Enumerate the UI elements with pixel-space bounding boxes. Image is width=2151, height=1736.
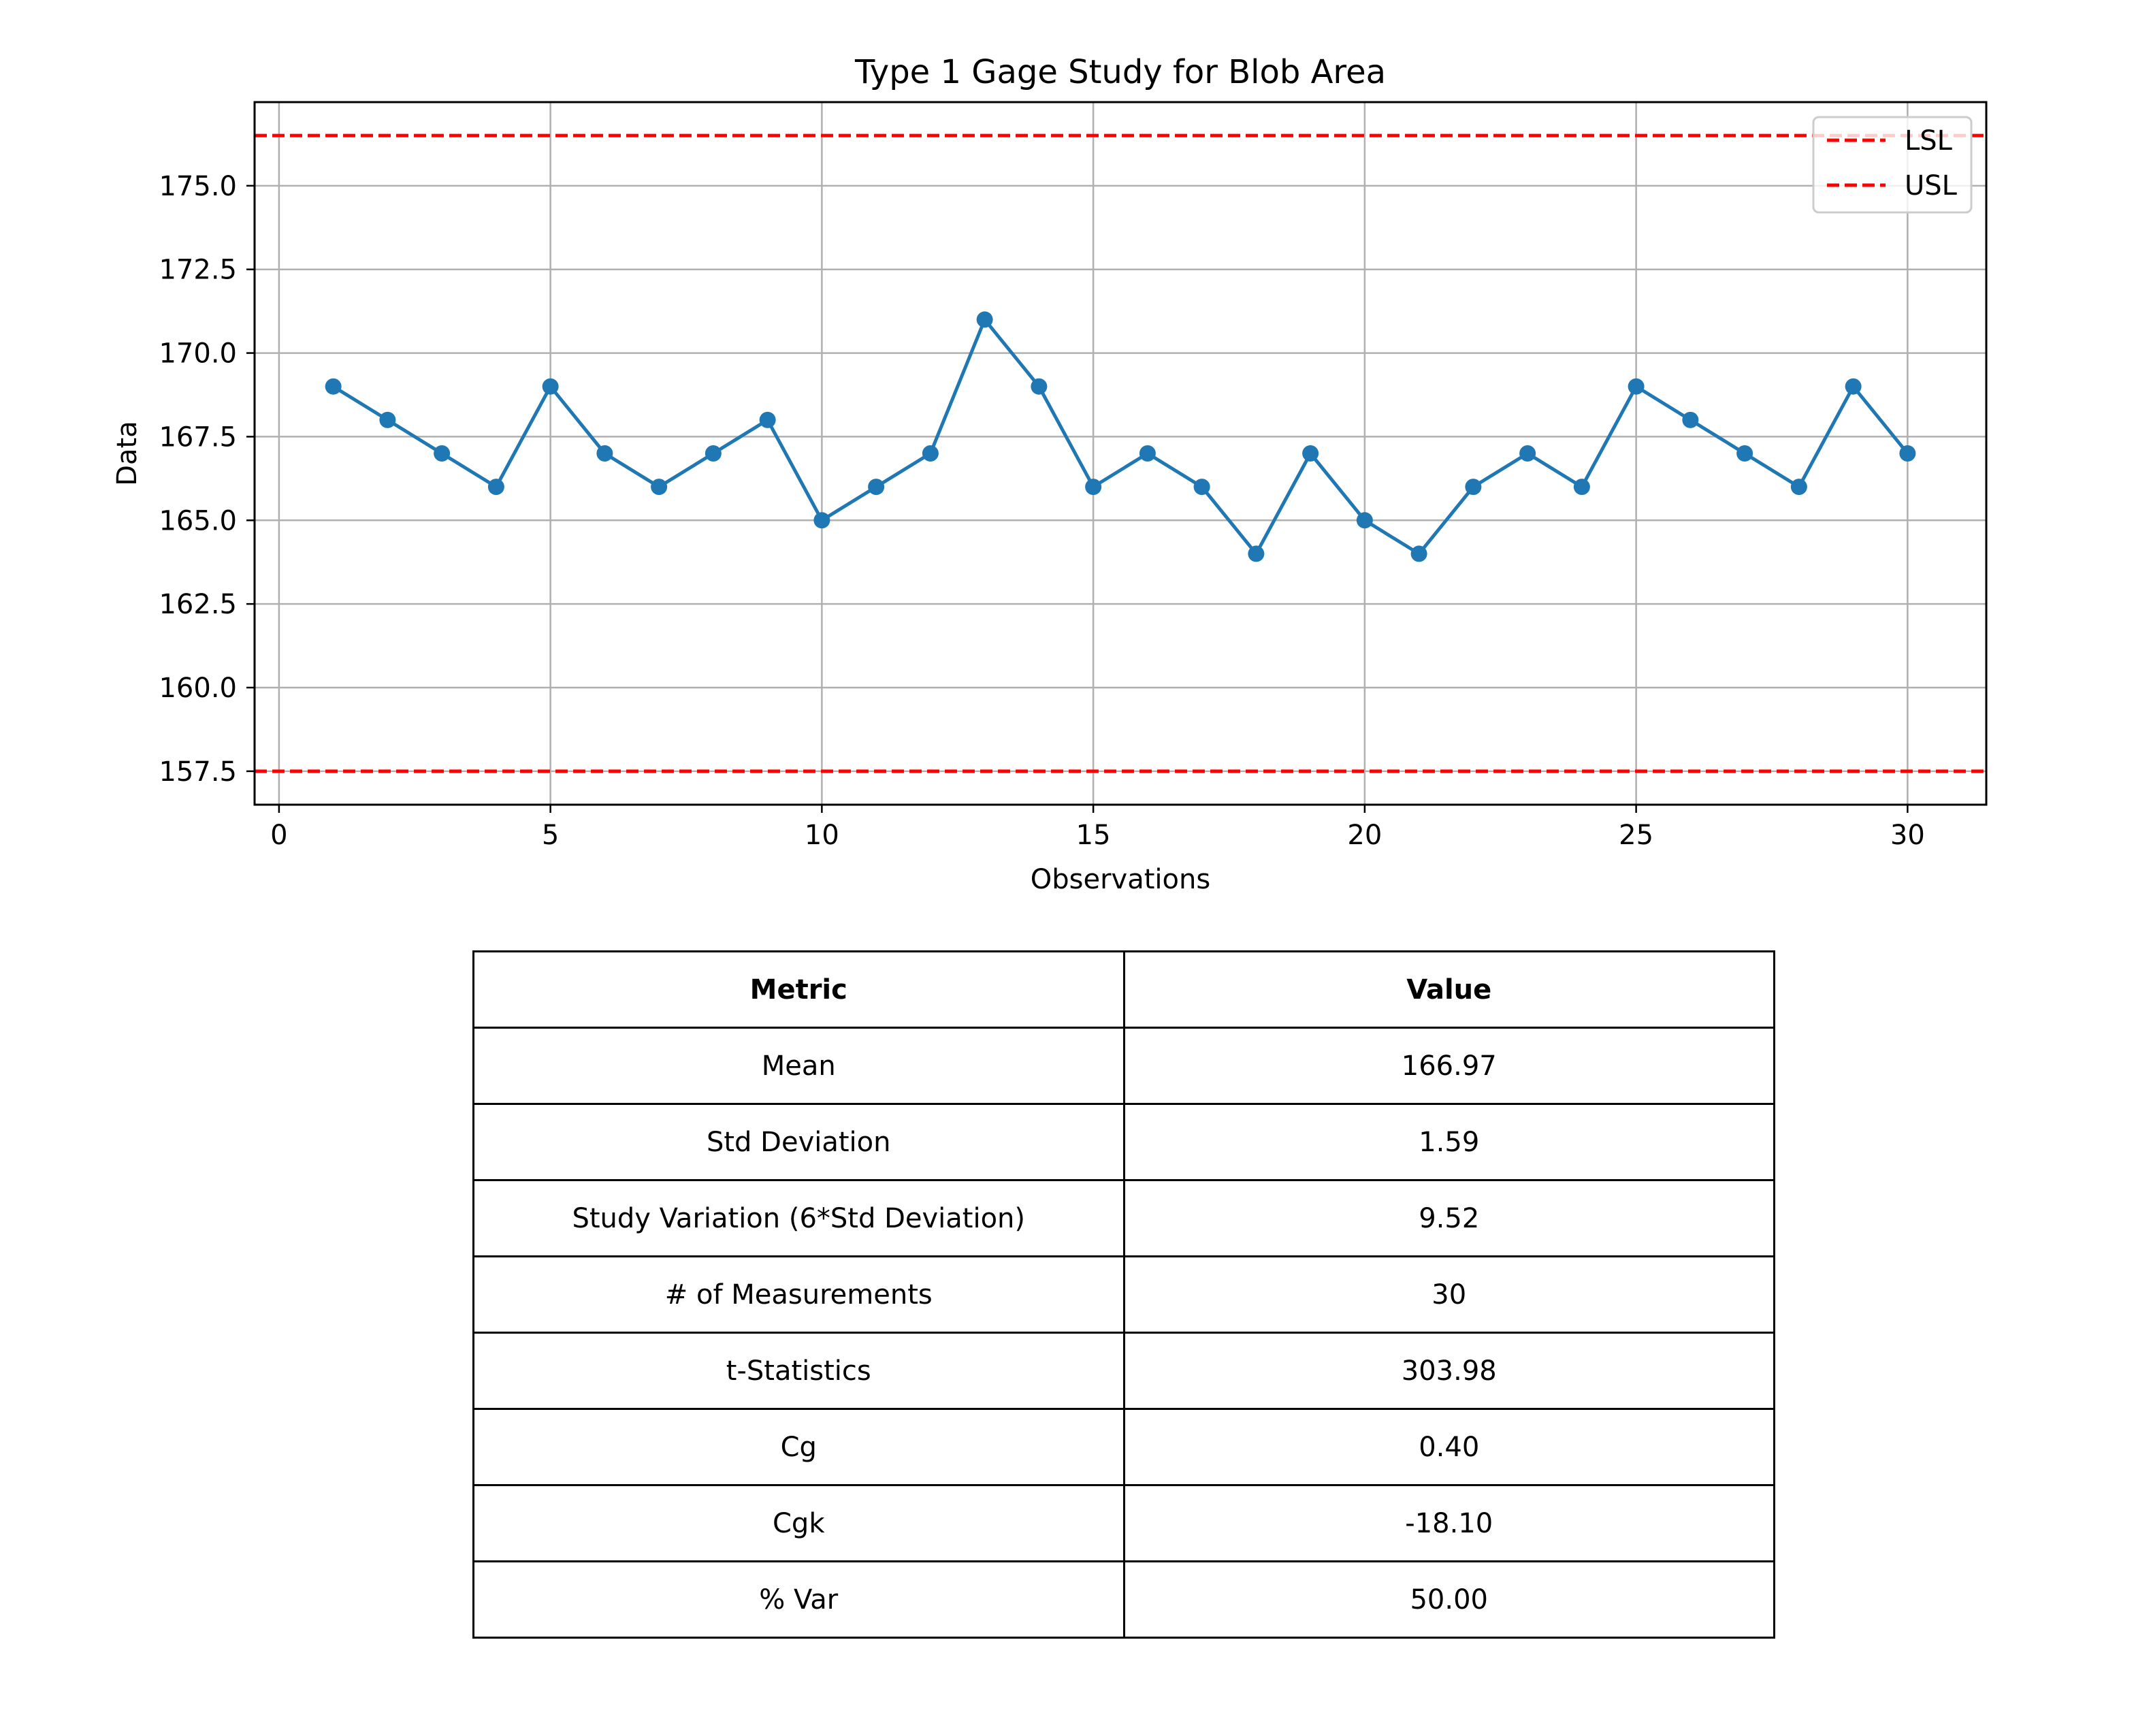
x-tick-label: 30 (1890, 820, 1925, 851)
data-point (705, 445, 722, 462)
series-line (332, 317, 1909, 556)
x-tick-label: 0 (270, 820, 287, 851)
data-points (325, 311, 1916, 562)
y-tick-label: 170.0 (159, 338, 237, 370)
y-tick-label: 167.5 (159, 421, 237, 453)
x-tick-label: 10 (805, 820, 839, 851)
data-point (1573, 479, 1590, 496)
table-row: Study Variation (6*Std Deviation) 9.52 (472, 1179, 1775, 1257)
data-point (1410, 545, 1427, 562)
data-point (379, 411, 396, 428)
data-point (487, 479, 504, 496)
y-tick-label: 157.5 (159, 756, 237, 788)
data-point (868, 479, 885, 496)
y-ticks: 157.5 160.0 162.5 165.0 167.5 170.0 172.5 175.0 (159, 171, 255, 788)
metric-cell: Mean (472, 1027, 1125, 1105)
grid-lines (255, 102, 1986, 805)
y-tick-label: 160.0 (159, 673, 237, 704)
y-axis-label: Data (112, 421, 143, 486)
table-row: # of Measurements 30 (472, 1255, 1775, 1334)
metric-cell: Cg (472, 1408, 1125, 1486)
header-metric: Metric (472, 950, 1125, 1029)
data-point (1465, 479, 1482, 496)
metrics-table: Metric Value Mean 166.97 Std Deviation 1… (472, 950, 1775, 1639)
data-point (325, 378, 342, 395)
value-cell: 9.52 (1122, 1179, 1775, 1257)
value-cell: 1.59 (1122, 1103, 1775, 1181)
data-point (1248, 545, 1265, 562)
data-point (759, 411, 776, 428)
table-header-row: Metric Value (472, 950, 1775, 1029)
table-row: Cg 0.40 (472, 1408, 1775, 1486)
x-tick-label: 20 (1347, 820, 1382, 851)
y-tick-label: 165.0 (159, 505, 237, 536)
data-point (1682, 411, 1699, 428)
value-cell: 30 (1122, 1255, 1775, 1334)
value-cell: 303.98 (1122, 1332, 1775, 1410)
metric-cell: % Var (472, 1560, 1125, 1639)
x-ticks: 0 5 10 15 20 25 30 (270, 805, 1925, 851)
data-point (813, 512, 830, 529)
data-point (434, 445, 451, 462)
x-tick-label: 15 (1076, 820, 1111, 851)
metric-cell: Std Deviation (472, 1103, 1125, 1181)
data-point (1356, 512, 1373, 529)
plot-frame (253, 101, 1988, 806)
table-row: Std Deviation 1.59 (472, 1103, 1775, 1181)
data-point (1899, 445, 1916, 462)
metric-cell: Study Variation (6*Std Deviation) (472, 1179, 1125, 1257)
gage-study-chart: Type 1 Gage Study for Blob Area 0 5 10 15 20… (112, 53, 1988, 895)
x-axis-label: Observations (1031, 864, 1210, 895)
data-point (1139, 445, 1156, 462)
data-point (1302, 445, 1319, 462)
y-tick-label: 172.5 (159, 255, 237, 286)
legend-usl-label: USL (1905, 170, 1958, 202)
value-cell: 50.00 (1122, 1560, 1775, 1639)
chart-title: Type 1 Gage Study for Blob Area (854, 53, 1386, 91)
data-point (1031, 378, 1048, 395)
data-point (596, 445, 613, 462)
x-tick-label: 25 (1619, 820, 1653, 851)
data-point (1736, 445, 1753, 462)
legend: LSL USL (1812, 116, 1973, 214)
x-tick-label: 5 (542, 820, 559, 851)
metric-cell: t-Statistics (472, 1332, 1125, 1410)
data-point (976, 311, 993, 328)
data-point (1085, 479, 1102, 496)
table-row: Mean 166.97 (472, 1027, 1775, 1105)
data-point (1628, 378, 1645, 395)
table-row: % Var 50.00 (472, 1560, 1775, 1639)
legend-lsl-label: LSL (1905, 125, 1953, 157)
data-point (1790, 479, 1807, 496)
value-cell: 166.97 (1122, 1027, 1775, 1105)
y-tick-label: 162.5 (159, 589, 237, 620)
data-point (1845, 378, 1862, 395)
table-row: Cgk -18.10 (472, 1484, 1775, 1562)
header-value: Value (1122, 950, 1775, 1029)
data-point (651, 479, 668, 496)
reference-lines (255, 133, 1986, 773)
value-cell: -18.10 (1122, 1484, 1775, 1562)
metric-cell: # of Measurements (472, 1255, 1125, 1334)
value-cell: 0.40 (1122, 1408, 1775, 1486)
metric-cell: Cgk (472, 1484, 1125, 1562)
data-point (542, 378, 559, 395)
data-point (922, 445, 939, 462)
table-row: t-Statistics 303.98 (472, 1332, 1775, 1410)
y-tick-label: 175.0 (159, 171, 237, 202)
data-point (1519, 445, 1536, 462)
data-point (1193, 479, 1210, 496)
